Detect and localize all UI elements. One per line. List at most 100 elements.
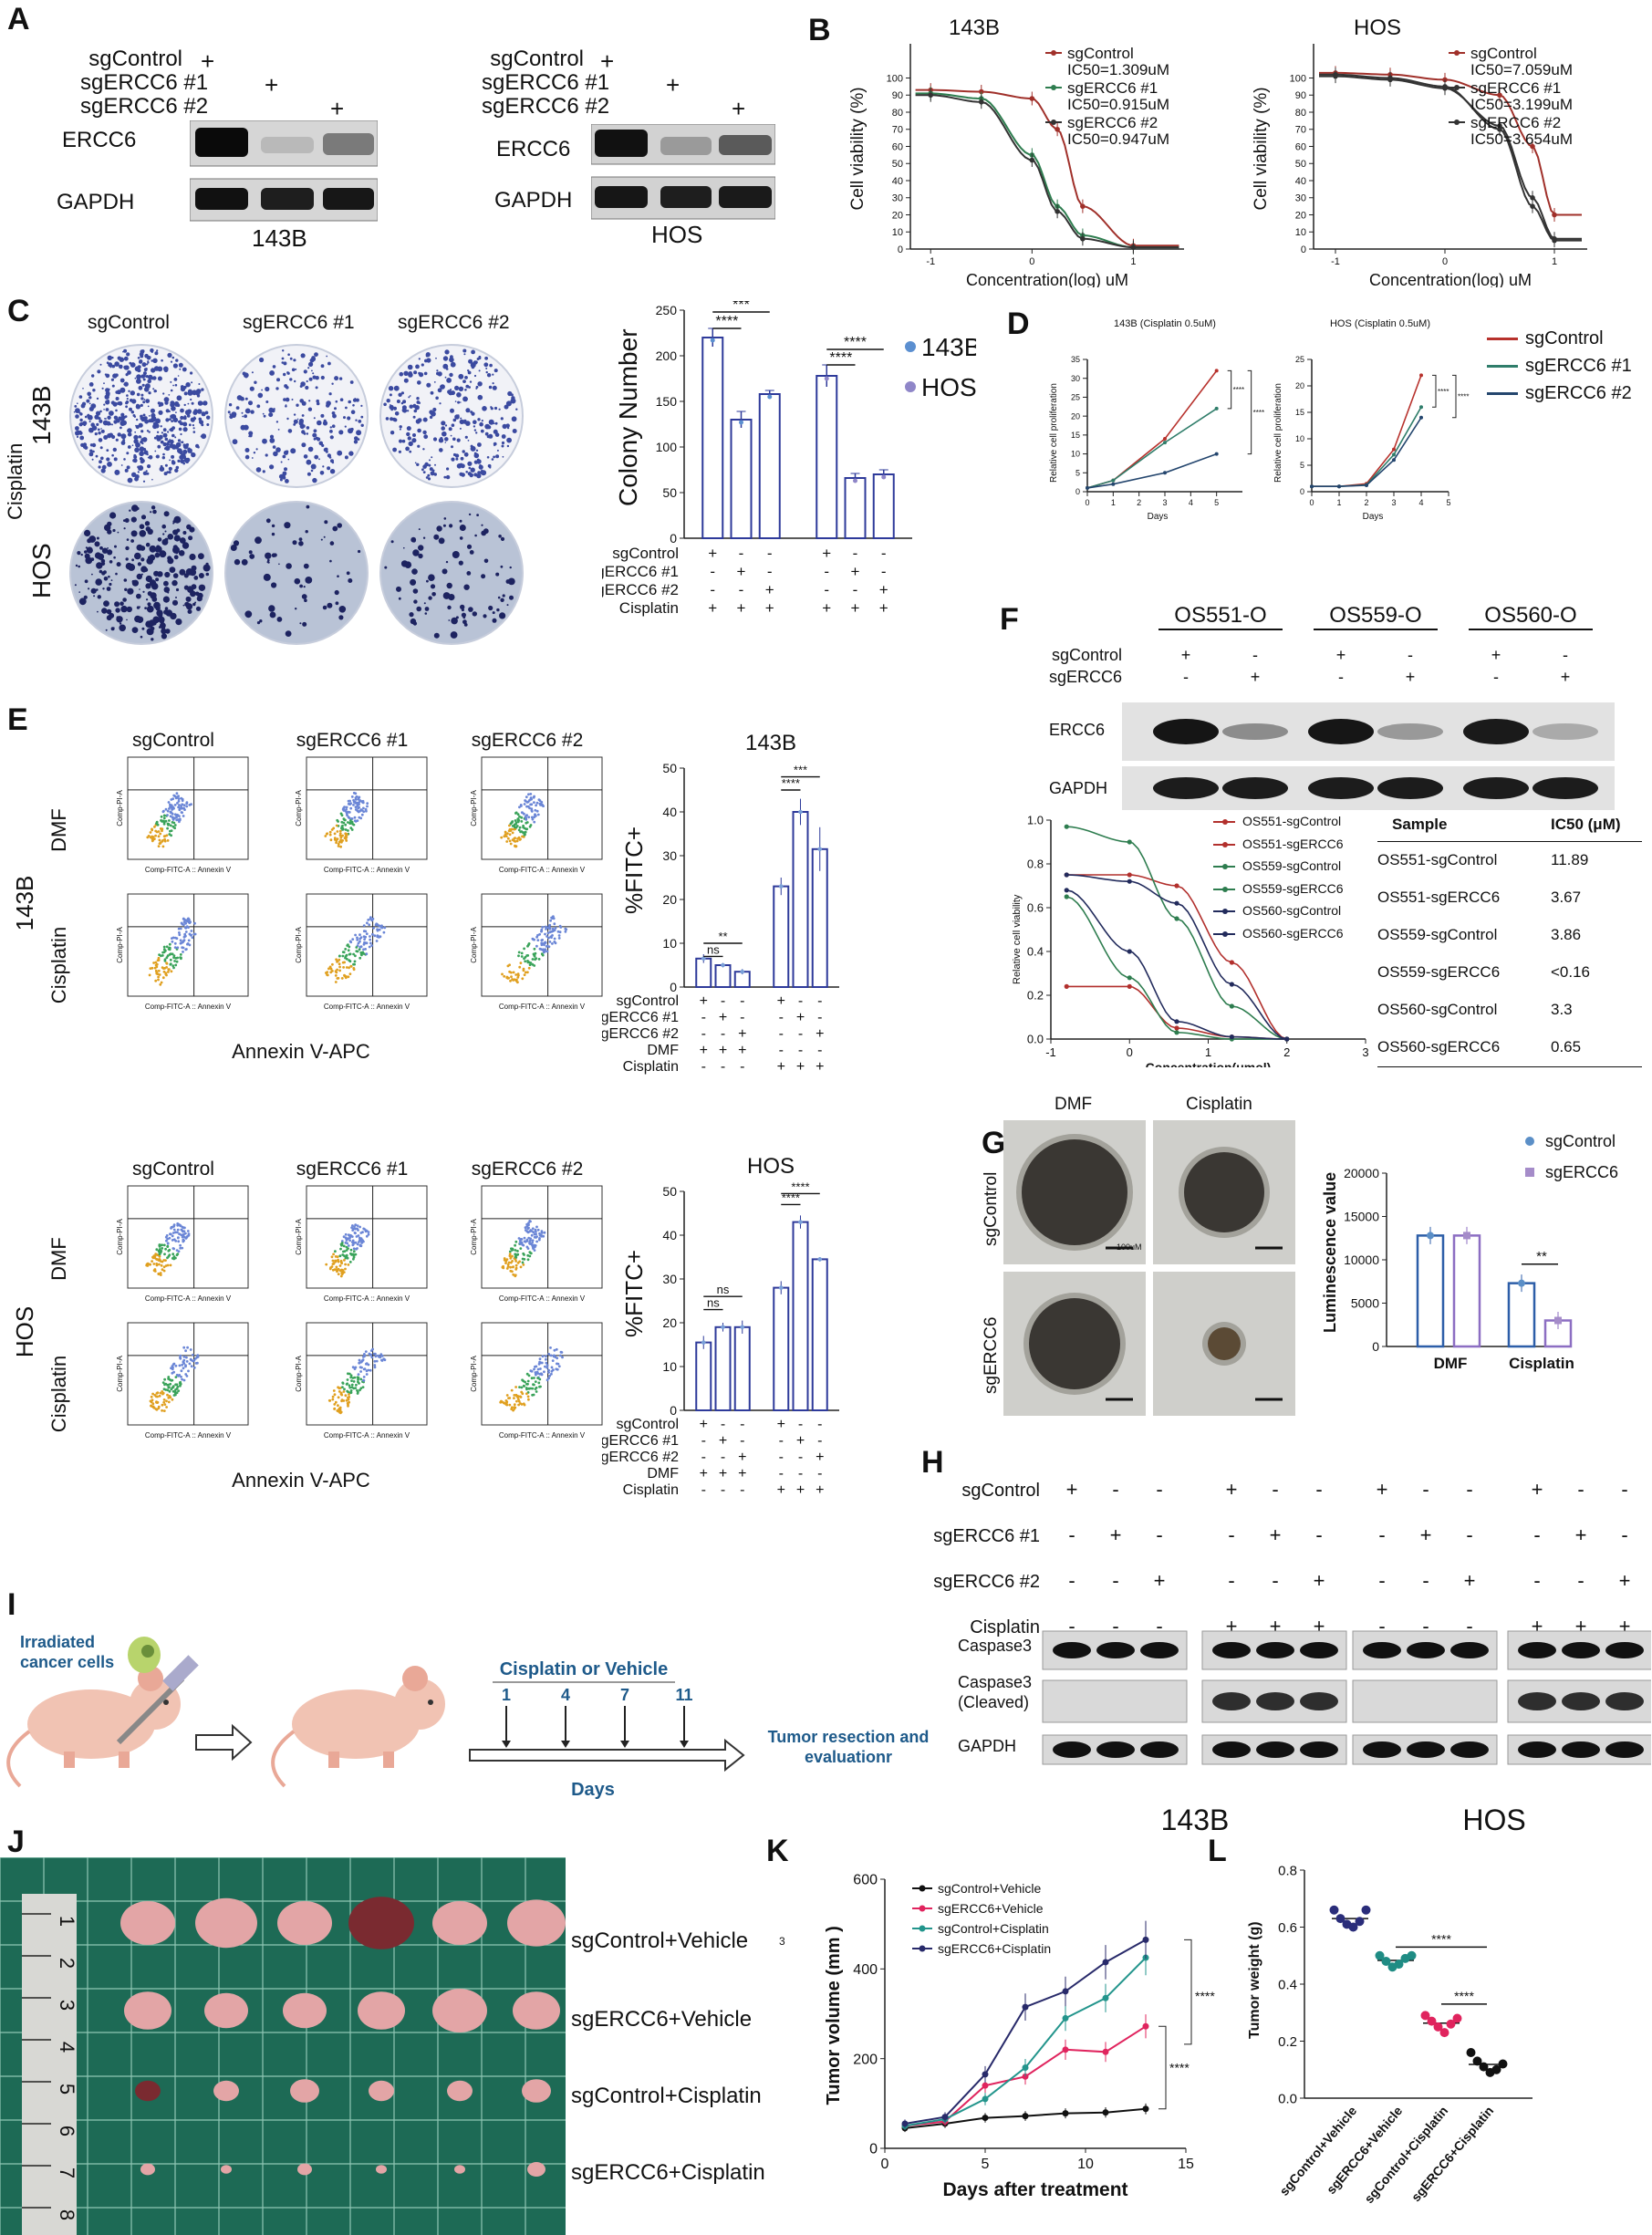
colony bbox=[101, 547, 109, 554]
table-cell: + bbox=[1575, 1523, 1587, 1546]
event-dot bbox=[514, 1240, 518, 1243]
colony bbox=[460, 456, 464, 461]
table-cell: - bbox=[1378, 1523, 1385, 1546]
colony bbox=[275, 447, 281, 452]
x-tick-label: 4 bbox=[1418, 498, 1423, 507]
colony bbox=[462, 450, 465, 453]
event-dot bbox=[362, 1378, 366, 1382]
table-cell: + bbox=[1532, 1478, 1543, 1501]
x-tick-label: 5 bbox=[1214, 498, 1219, 507]
colony bbox=[436, 525, 442, 532]
x-tick-label: 0 bbox=[1309, 498, 1314, 507]
event-dot bbox=[192, 1353, 194, 1357]
colony bbox=[172, 529, 179, 535]
colony bbox=[417, 428, 421, 433]
colony bbox=[150, 418, 155, 423]
event-dot bbox=[359, 1387, 363, 1390]
event-dot bbox=[329, 971, 333, 974]
event-dot bbox=[171, 821, 174, 824]
colony bbox=[171, 460, 175, 463]
event-dot bbox=[534, 951, 537, 955]
table-cell: + bbox=[719, 1433, 727, 1449]
colony bbox=[334, 407, 337, 411]
colony bbox=[117, 401, 120, 405]
event-dot bbox=[349, 965, 353, 968]
protein-band bbox=[1363, 1741, 1401, 1758]
colony bbox=[151, 368, 156, 373]
colony bbox=[283, 361, 287, 366]
event-dot bbox=[165, 834, 169, 837]
bar bbox=[1416, 1234, 1445, 1348]
colony bbox=[102, 420, 109, 426]
table-cell: - bbox=[739, 545, 744, 562]
protein-band bbox=[1300, 1692, 1338, 1710]
event-dot bbox=[541, 1355, 545, 1358]
row-label: sgERCC6 bbox=[1049, 668, 1122, 686]
colony bbox=[126, 465, 130, 470]
colony bbox=[170, 389, 173, 392]
colony bbox=[448, 427, 452, 431]
event-dot bbox=[368, 945, 371, 949]
colony bbox=[244, 448, 250, 452]
table-cell: - bbox=[1422, 1478, 1429, 1501]
event-dot bbox=[357, 1373, 360, 1376]
event-dot bbox=[160, 954, 162, 958]
colony bbox=[124, 468, 129, 473]
colony bbox=[276, 617, 283, 622]
colony bbox=[436, 369, 439, 372]
colony bbox=[263, 414, 266, 418]
colony bbox=[185, 382, 191, 388]
table-cell: - bbox=[701, 1059, 706, 1075]
table-cell: 3.86 bbox=[1551, 926, 1582, 943]
event-dot bbox=[361, 951, 365, 954]
table-cell: + bbox=[1619, 1569, 1631, 1592]
event-dot bbox=[510, 1388, 514, 1392]
data-point bbox=[1229, 1003, 1234, 1009]
panel-label-h: H bbox=[921, 1445, 944, 1480]
flow-x-label: Comp-FITC-A :: Annexin V bbox=[499, 1431, 586, 1440]
bar bbox=[1507, 1282, 1536, 1348]
protein-band bbox=[1407, 1642, 1445, 1658]
event-dot bbox=[160, 1263, 163, 1267]
legend-marker bbox=[919, 1925, 926, 1932]
event-dot bbox=[509, 842, 513, 846]
flow-x-label: Comp-FITC-A :: Annexin V bbox=[499, 1003, 586, 1011]
colony bbox=[494, 421, 498, 425]
colony bbox=[423, 371, 428, 376]
event-dot bbox=[526, 1253, 530, 1257]
event-dot bbox=[149, 836, 152, 839]
event-dot bbox=[554, 926, 557, 930]
colony bbox=[269, 370, 275, 376]
event-dot bbox=[182, 1346, 186, 1349]
event-dot bbox=[161, 845, 165, 848]
colony bbox=[140, 635, 143, 639]
event-dot bbox=[168, 1236, 171, 1240]
colony bbox=[103, 382, 105, 385]
table-cell: - bbox=[740, 1433, 744, 1449]
data-point bbox=[1381, 1957, 1391, 1966]
legend-ic50: IC50=0.915uM bbox=[1067, 96, 1169, 113]
event-dot bbox=[171, 818, 175, 821]
event-dot bbox=[184, 1232, 187, 1235]
colony bbox=[306, 432, 309, 435]
panel-label-d: D bbox=[1007, 307, 1030, 341]
table-cell: - bbox=[721, 1417, 725, 1432]
event-dot bbox=[355, 946, 358, 949]
colony bbox=[170, 427, 174, 432]
event-dot bbox=[523, 973, 526, 976]
colony bbox=[98, 431, 101, 435]
flow-x-label: Comp-FITC-A :: Annexin V bbox=[324, 1294, 410, 1303]
colony bbox=[123, 365, 128, 369]
event-dot bbox=[160, 815, 163, 818]
event-dot bbox=[519, 962, 523, 964]
table-cell: - bbox=[740, 1059, 744, 1075]
colony bbox=[150, 408, 155, 413]
colony bbox=[188, 535, 193, 541]
colony bbox=[202, 403, 203, 405]
event-dot bbox=[533, 964, 536, 967]
row-sgercc6-2: sgERCC6 #2 bbox=[482, 94, 610, 119]
colony bbox=[349, 380, 354, 384]
event-dot bbox=[175, 818, 179, 822]
flow-plot-frame bbox=[127, 893, 249, 997]
colony bbox=[95, 454, 99, 458]
